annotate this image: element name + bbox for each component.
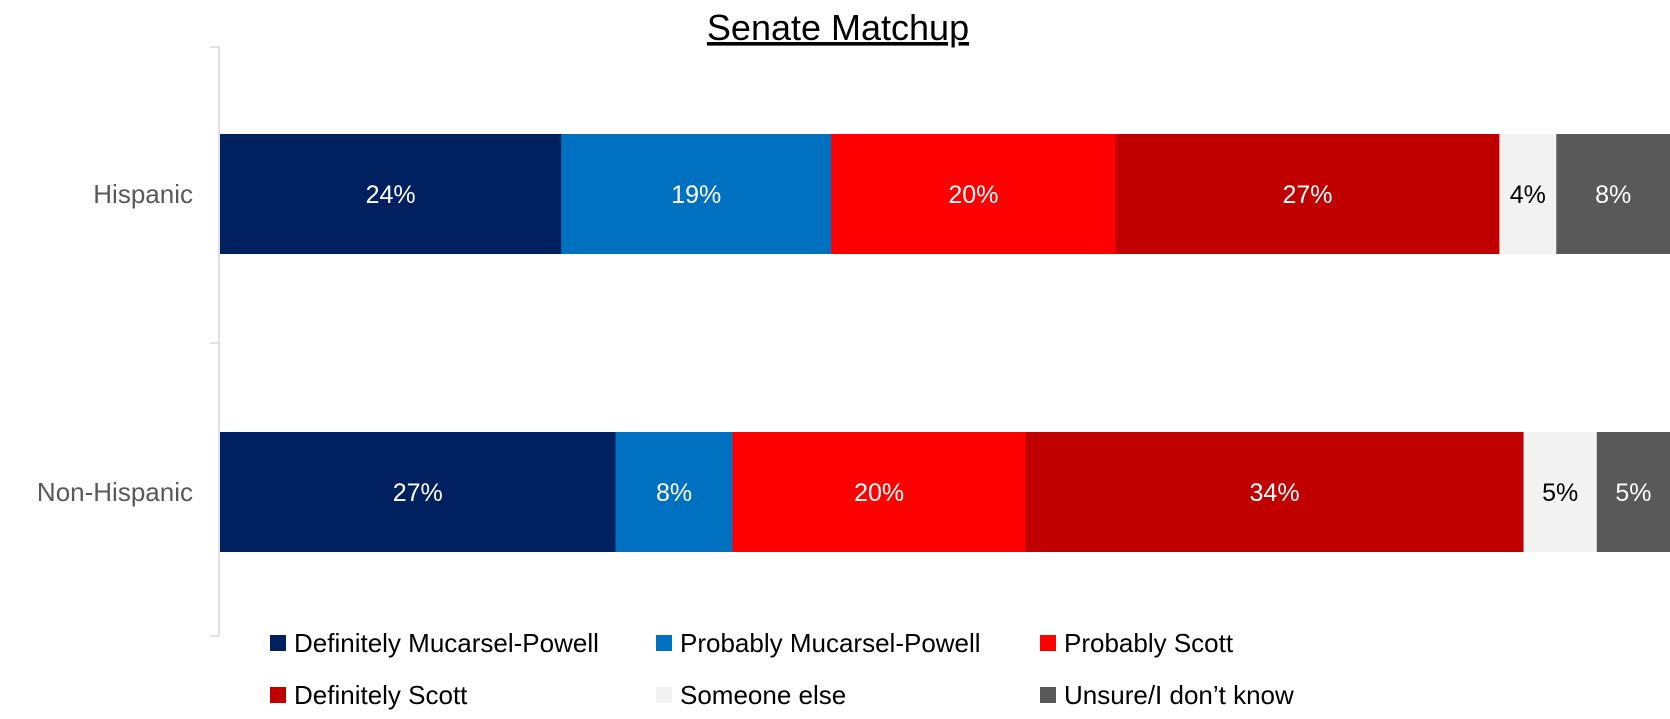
category-label: Non-Hispanic [37, 477, 193, 507]
legend-swatch [270, 635, 286, 651]
data-label: 8% [1595, 181, 1631, 209]
legend-swatch [270, 687, 286, 703]
data-label: 8% [656, 479, 692, 507]
data-label: 34% [1250, 479, 1300, 507]
legend-swatch [656, 687, 672, 703]
bar-segment [1499, 134, 1557, 254]
chart-title: Senate Matchup [707, 7, 969, 48]
legend-label: Definitely Mucarsel-Powell [294, 628, 599, 658]
data-label: 5% [1615, 479, 1651, 507]
data-label: 20% [948, 181, 998, 209]
legend-label: Definitely Scott [294, 680, 468, 710]
data-label: 20% [854, 479, 904, 507]
bar-segments: 24% 19% 20% 27% 4% 8% 27% 8% 20% 34% 5% 5% [220, 134, 1670, 552]
bar-segment [1025, 432, 1525, 552]
bar-segment [1523, 432, 1598, 552]
data-label: 24% [366, 181, 416, 209]
bar-segment [831, 134, 1117, 254]
legend-label: Someone else [680, 680, 846, 710]
data-label: 4% [1510, 181, 1546, 209]
bar-segment [561, 134, 832, 254]
legend-label: Probably Mucarsel-Powell [680, 628, 981, 658]
bar-segment [1115, 134, 1500, 254]
legend-swatch [1040, 687, 1056, 703]
bar-segment [1556, 134, 1670, 254]
category-axis: Hispanic Non-Hispanic [37, 46, 220, 637]
legend-swatch [1040, 635, 1056, 651]
bar-segment [1596, 432, 1670, 552]
data-label: 27% [393, 479, 443, 507]
legend-label: Unsure/I don’t know [1064, 680, 1294, 710]
bar-segment [615, 432, 734, 552]
legend-swatch [656, 635, 672, 651]
bar-segment [732, 432, 1027, 552]
legend: Definitely Mucarsel-Powell Probably Mucar… [270, 628, 1294, 710]
category-label: Hispanic [93, 179, 193, 209]
data-label: 5% [1542, 479, 1578, 507]
data-label: 19% [671, 181, 721, 209]
legend-label: Probably Scott [1064, 628, 1234, 658]
data-label: 27% [1282, 181, 1332, 209]
bar-segment [220, 134, 562, 254]
bar-segment [220, 432, 616, 552]
